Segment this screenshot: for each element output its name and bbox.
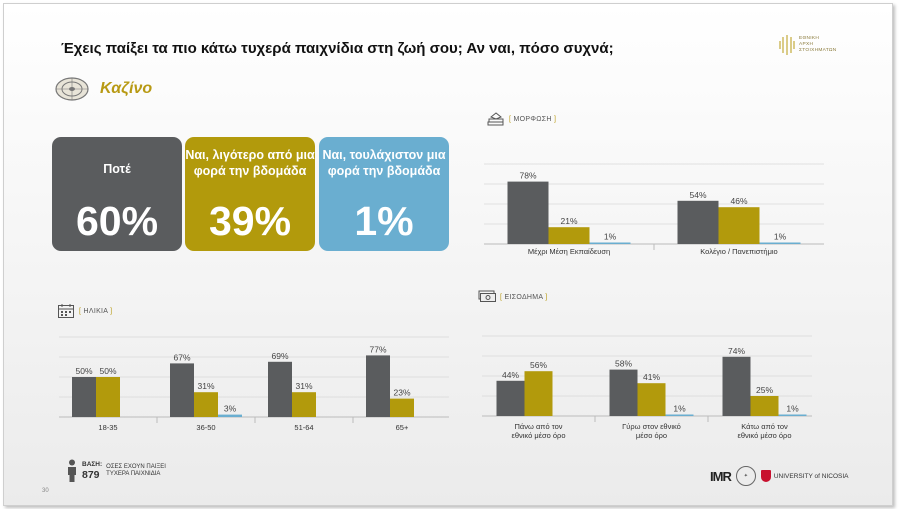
bar xyxy=(589,242,631,244)
data-label: 50% xyxy=(99,366,116,376)
slide: Έχεις παίξει τα πιο κάτω τυχερά παιχνίδι… xyxy=(3,3,893,506)
bar xyxy=(722,356,751,416)
data-label: 44% xyxy=(502,370,519,380)
category-label: εθνικό μέσο όρο xyxy=(737,431,791,440)
bar xyxy=(524,371,553,416)
bar xyxy=(218,414,242,417)
base-label: ΒΑΣΗ: xyxy=(82,461,103,468)
data-label: 46% xyxy=(730,196,747,206)
card-label: Ναι, τουλάχιστον μια φορά την βδομάδα xyxy=(322,148,446,178)
org-logo: ΕΘΝΙΚΗ ΑΡΧΗ ΣΤΟΙΧΗΜΑΤΩΝ xyxy=(779,34,837,56)
card-less-than-weekly: Ναι, λιγότερο από μια φορά την βδομάδα 3… xyxy=(185,137,315,251)
seal-icon: ✦ xyxy=(735,466,756,486)
slide-title: Έχεις παίξει τα πιο κάτω τυχερά παιχνίδι… xyxy=(61,40,614,57)
data-label: 74% xyxy=(728,346,745,356)
bar xyxy=(496,380,525,416)
org-logo-text: ΕΘΝΙΚΗ ΑΡΧΗ ΣΤΟΙΧΗΜΑΤΩΝ xyxy=(799,36,837,53)
card-label: Ναι, λιγότερο από μια φορά την βδομάδα xyxy=(185,148,315,178)
education-chart: 78% 21% 1% Μέχρι Μέση Εκπαίδευση 54% 46% 1% Κολ… xyxy=(484,163,824,256)
section-title: Καζίνο xyxy=(100,80,153,97)
data-label: 78% xyxy=(519,171,536,181)
data-label: 1% xyxy=(604,232,617,242)
card-weekly: Ναι, τουλάχιστον μια φορά την βδομάδα 1% xyxy=(319,137,449,251)
page-number: 30 xyxy=(42,488,49,494)
base-info: ΒΑΣΗ: 879 ΟΣΕΣ ΕΧΟΥΝ ΠΑΙΞΕΙ ΤΥΧΕΡΑ ΠΑΙΧΝ… xyxy=(66,459,166,483)
money-icon xyxy=(478,290,496,302)
university-logo: UNIVERSITY of NICOSIA xyxy=(760,470,849,482)
person-icon xyxy=(68,459,76,482)
bar xyxy=(759,242,801,244)
roulette-icon xyxy=(55,77,89,101)
org-logo-icon xyxy=(779,35,795,55)
data-label: 1% xyxy=(673,404,686,414)
income-label: [ ΕΙΣΟΔΗΜΑ ] xyxy=(500,294,548,301)
card-value: 1% xyxy=(354,198,414,244)
bar xyxy=(366,355,390,417)
base-desc-2: ΤΥΧΕΡΑ ΠΑΙΧΝΙΔΙΑ xyxy=(106,471,161,477)
category-label: 18-35 xyxy=(98,423,117,432)
data-label: 21% xyxy=(560,216,577,226)
bar xyxy=(548,227,590,244)
bar xyxy=(665,414,694,416)
footer-logos: IMR ✦ UNIVERSITY of NICOSIA xyxy=(710,466,849,486)
data-label: 69% xyxy=(271,351,288,361)
card-never: Ποτέ 60% xyxy=(52,137,182,251)
education-label: [ ΜΟΡΦΩΣΗ ] xyxy=(509,116,557,123)
age-label: [ ΗΛΙΚΙΑ ] xyxy=(79,308,113,315)
data-label: 1% xyxy=(774,232,787,242)
bar xyxy=(268,361,292,417)
category-label: 65+ xyxy=(396,423,409,432)
data-label: 3% xyxy=(224,404,237,414)
data-label: 58% xyxy=(615,359,632,369)
data-label: 77% xyxy=(369,344,386,354)
bar xyxy=(292,392,316,417)
card-value: 39% xyxy=(208,198,292,244)
bar xyxy=(96,377,120,417)
data-label: 31% xyxy=(197,381,214,391)
category-label: 51-64 xyxy=(294,423,313,432)
bar xyxy=(637,383,666,416)
calendar-icon xyxy=(58,304,74,318)
bar xyxy=(507,181,549,244)
data-label: 23% xyxy=(393,388,410,398)
category-label: μέσο όρο xyxy=(636,431,667,440)
base-desc-1: ΟΣΕΣ ΕΧΟΥΝ ΠΑΙΞΕΙ xyxy=(106,464,166,470)
base-n: 879 xyxy=(82,469,100,481)
card-value: 60% xyxy=(75,198,159,244)
bar xyxy=(750,396,779,416)
category-label: Κάτω από τον xyxy=(741,422,788,431)
card-label: Ποτέ xyxy=(103,162,131,176)
bar xyxy=(778,414,807,416)
data-label: 50% xyxy=(75,366,92,376)
bar xyxy=(72,377,96,417)
bar xyxy=(194,392,218,417)
data-label: 67% xyxy=(173,352,190,362)
university-shield-icon xyxy=(760,470,771,482)
bar xyxy=(718,207,760,244)
data-label: 1% xyxy=(786,404,799,414)
imr-logo: IMR xyxy=(710,468,732,484)
data-label: 56% xyxy=(530,360,547,370)
data-label: 41% xyxy=(643,372,660,382)
data-label: 31% xyxy=(295,381,312,391)
category-label: 36-50 xyxy=(196,423,215,432)
bar xyxy=(390,398,414,417)
data-label: 54% xyxy=(689,190,706,200)
category-label: εθνικό μέσο όρο xyxy=(511,431,565,440)
bar xyxy=(170,363,194,417)
bar xyxy=(609,369,638,416)
age-chart: 50% 50% 18-35 67% 31% 3% 36-50 69% 31% 51-64 77% 23… xyxy=(59,336,449,432)
category-label: Κολέγιο / Πανεπιστήμιο xyxy=(700,247,777,256)
category-label: Μέχρι Μέση Εκπαίδευση xyxy=(528,247,610,256)
data-label: 25% xyxy=(756,385,773,395)
category-label: Γύρω στον εθνικό xyxy=(622,422,681,431)
books-icon xyxy=(487,112,504,126)
category-label: Πάνω από τον xyxy=(515,422,563,431)
bar xyxy=(677,200,719,244)
